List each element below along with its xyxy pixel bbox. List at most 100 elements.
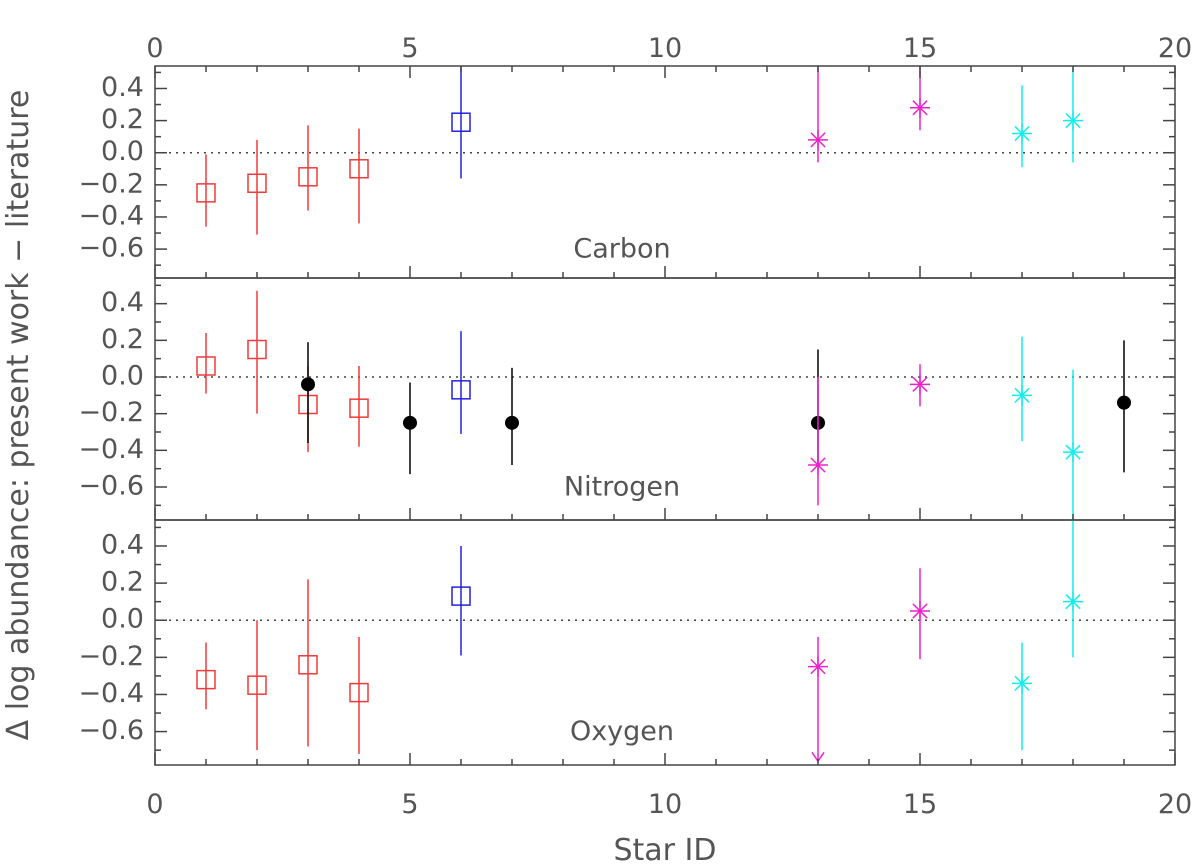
data-point — [247, 290, 267, 414]
data-point — [1063, 369, 1083, 520]
square-marker — [349, 398, 369, 418]
data-point — [910, 568, 930, 660]
data-point — [298, 579, 318, 747]
panel-carbon: Carbon−0.6−0.4−0.20.00.20.4 — [78, 65, 1176, 279]
asterisk-marker — [1012, 673, 1032, 694]
y-tick-label: 0.2 — [101, 104, 144, 135]
data-point — [1012, 85, 1032, 168]
y-tick-label: −0.2 — [78, 168, 144, 199]
asterisk-marker — [808, 455, 828, 475]
y-axis-ticks: −0.6 −0.4 −0.2 0.0 0.2 0.4 — [78, 526, 1175, 751]
panel-label: Oxygen — [570, 716, 674, 747]
axes-layer: 0 0 5 5 10 10 15 15 20 20 — [146, 33, 1192, 820]
data-point — [247, 620, 267, 751]
y-tick-label: −0.6 — [78, 233, 144, 264]
square-marker — [298, 167, 318, 187]
data-point — [298, 125, 318, 211]
asterisk-marker — [910, 600, 930, 621]
square-marker — [349, 159, 369, 179]
square-marker — [196, 183, 216, 203]
y-tick-label: −0.6 — [78, 471, 144, 502]
x-tick-label-top: 10 — [648, 33, 682, 64]
data-point — [1012, 642, 1032, 751]
filled-circle-marker — [301, 377, 315, 392]
data-point — [349, 128, 369, 224]
filled-circle-marker — [505, 415, 519, 430]
y-tick-label: 0.0 — [101, 361, 144, 392]
asterisk-marker — [1063, 442, 1083, 463]
square-marker — [196, 356, 216, 376]
data-point — [808, 377, 828, 506]
asterisk-marker — [1063, 110, 1083, 131]
y-tick-label: 0.0 — [101, 604, 144, 635]
square-marker — [349, 682, 369, 703]
panels-layer: Carbon−0.6−0.4−0.20.00.20.4Nitrogen−0.6−… — [78, 65, 1176, 766]
y-tick-label: 0.2 — [101, 324, 144, 355]
x-tick-label-bottom: 20 — [1158, 789, 1192, 820]
square-marker — [451, 380, 471, 400]
x-tick-label-top: 0 — [146, 33, 163, 64]
data-point — [1063, 66, 1083, 163]
asterisk-marker — [1012, 123, 1032, 144]
square-marker — [247, 339, 267, 360]
data-point — [1063, 520, 1083, 658]
data-point — [349, 636, 369, 754]
x-tick-label-bottom: 15 — [903, 789, 937, 820]
asterisk-marker — [910, 374, 930, 395]
panel-oxygen: Oxygen −0.6 −0.4 −0.2 0.0 0.2 0.4 — [78, 519, 1176, 766]
filled-circle-marker — [1117, 395, 1131, 410]
y-tick-label: −0.6 — [78, 715, 144, 746]
x-tick-label-top: 20 — [1158, 33, 1192, 64]
data-point — [196, 642, 216, 710]
x-tick-label-top: 5 — [401, 33, 418, 64]
x-axis-ticks — [154, 753, 1176, 765]
y-axis-ticks: −0.6 −0.4 −0.2 0.0 0.2 0.4 — [78, 284, 1175, 507]
data-point — [451, 545, 471, 656]
square-marker — [298, 655, 318, 675]
y-tick-label: 0.4 — [101, 287, 144, 318]
data-point — [451, 66, 471, 179]
panel-nitrogen: Nitrogen −0.6 −0.4 −0.2 0.0 0.2 0.4 — [78, 277, 1176, 521]
data-point — [505, 367, 519, 465]
y-tick-label: −0.4 — [78, 678, 144, 709]
square-marker — [196, 669, 216, 690]
data-point — [301, 342, 315, 443]
y-tick-label: −0.2 — [78, 397, 144, 428]
square-marker — [247, 173, 267, 193]
square-marker — [247, 675, 267, 695]
y-tick-label: 0.4 — [101, 529, 144, 560]
y-tick-label: 0.2 — [101, 567, 144, 598]
data-point — [808, 66, 828, 163]
x-axis-ticks — [154, 508, 1176, 520]
square-marker — [451, 586, 471, 606]
y-axis-ticks: −0.6−0.4−0.20.00.20.4 — [78, 71, 1175, 266]
y-tick-label: 0.0 — [101, 136, 144, 167]
data-point — [196, 154, 216, 227]
asterisk-marker — [808, 656, 828, 677]
x-axis-title: Star ID — [613, 833, 716, 868]
data-point — [1012, 336, 1032, 442]
asterisk-marker — [808, 129, 828, 150]
data-point — [1117, 340, 1131, 473]
y-tick-label: −0.4 — [78, 434, 144, 465]
asterisk-marker — [910, 97, 930, 118]
x-tick-label-bottom: 5 — [401, 789, 418, 820]
x-tick-label-top: 15 — [903, 33, 937, 64]
data-point — [451, 331, 471, 434]
asterisk-marker — [1063, 591, 1083, 612]
data-point — [247, 139, 267, 235]
y-tick-label: −0.4 — [78, 200, 144, 231]
x-axis-ticks — [154, 66, 1176, 278]
data-point — [403, 382, 417, 475]
x-tick-label-bottom: 10 — [648, 789, 682, 820]
data-point — [196, 333, 216, 394]
y-tick-label: −0.2 — [78, 641, 144, 672]
y-axis-title: Δ log abundance: present work − literatu… — [1, 90, 36, 741]
panel-label: Carbon — [573, 234, 670, 265]
square-marker — [451, 112, 471, 132]
data-point — [349, 366, 369, 447]
x-tick-label-bottom: 0 — [146, 789, 163, 820]
data-point — [910, 364, 930, 407]
panel-label: Nitrogen — [564, 472, 680, 503]
